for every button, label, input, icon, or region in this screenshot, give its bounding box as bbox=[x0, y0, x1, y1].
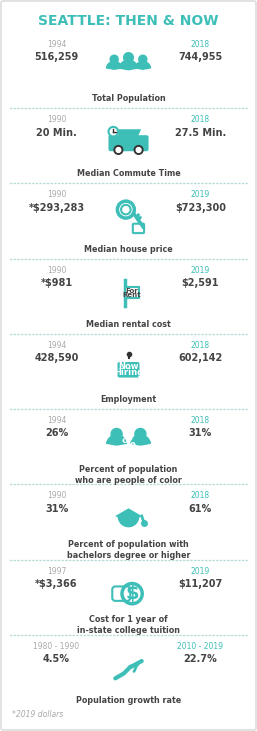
Text: Hiring: Hiring bbox=[114, 368, 143, 377]
Circle shape bbox=[135, 428, 146, 439]
Text: 61%: 61% bbox=[189, 504, 212, 514]
Text: 1990: 1990 bbox=[47, 491, 66, 500]
Text: 20 Min.: 20 Min. bbox=[36, 127, 77, 137]
Text: Median house price: Median house price bbox=[84, 245, 173, 254]
Text: Now: Now bbox=[118, 363, 139, 371]
Text: 2018: 2018 bbox=[191, 341, 210, 350]
Text: *$293,283: *$293,283 bbox=[29, 202, 85, 213]
Text: 1997: 1997 bbox=[47, 567, 66, 575]
Circle shape bbox=[110, 56, 118, 63]
Text: 516,259: 516,259 bbox=[34, 53, 79, 62]
Text: 1994: 1994 bbox=[47, 341, 66, 350]
Wedge shape bbox=[135, 61, 151, 69]
Text: 31%: 31% bbox=[189, 428, 212, 439]
Text: 602,142: 602,142 bbox=[178, 353, 223, 363]
Text: *2019 dollars: *2019 dollars bbox=[12, 710, 63, 719]
Text: $: $ bbox=[125, 584, 139, 603]
Text: 1980 - 1990: 1980 - 1990 bbox=[33, 642, 80, 651]
Circle shape bbox=[139, 56, 147, 63]
Text: SEATTLE: THEN & NOW: SEATTLE: THEN & NOW bbox=[38, 14, 219, 28]
Text: 2018: 2018 bbox=[191, 416, 210, 425]
Wedge shape bbox=[119, 60, 138, 69]
Text: 1994: 1994 bbox=[47, 40, 66, 49]
Text: 22.7%: 22.7% bbox=[183, 654, 217, 664]
Text: $723,300: $723,300 bbox=[175, 202, 226, 213]
Text: 1990: 1990 bbox=[47, 191, 66, 200]
Text: 2019: 2019 bbox=[191, 191, 210, 200]
Text: Total Population: Total Population bbox=[92, 94, 165, 103]
Wedge shape bbox=[106, 61, 122, 69]
Circle shape bbox=[134, 145, 143, 154]
Polygon shape bbox=[115, 508, 142, 523]
Text: Rent: Rent bbox=[123, 292, 141, 298]
Circle shape bbox=[124, 53, 133, 62]
Text: 428,590: 428,590 bbox=[34, 353, 79, 363]
Polygon shape bbox=[116, 129, 141, 137]
FancyBboxPatch shape bbox=[125, 287, 139, 298]
Text: For: For bbox=[125, 289, 138, 295]
Text: Median Commute Time: Median Commute Time bbox=[77, 170, 180, 178]
Wedge shape bbox=[107, 435, 126, 445]
Text: Cost for 1 year of
in-state college tuition: Cost for 1 year of in-state college tuit… bbox=[77, 616, 180, 635]
Text: Median rental cost: Median rental cost bbox=[86, 320, 171, 329]
Text: Population growth rate: Population growth rate bbox=[76, 696, 181, 705]
Text: *$981: *$981 bbox=[41, 278, 72, 288]
Text: %: % bbox=[122, 437, 135, 451]
Circle shape bbox=[136, 148, 141, 152]
Circle shape bbox=[108, 127, 118, 137]
Text: 2019: 2019 bbox=[191, 265, 210, 275]
FancyBboxPatch shape bbox=[117, 362, 140, 378]
Circle shape bbox=[116, 148, 121, 152]
Circle shape bbox=[111, 428, 122, 439]
Text: 26%: 26% bbox=[45, 428, 68, 439]
Text: 1994: 1994 bbox=[47, 416, 66, 425]
Text: Percent of population with
bachelors degree or higher: Percent of population with bachelors deg… bbox=[67, 540, 190, 560]
Text: 1990: 1990 bbox=[47, 265, 66, 275]
Text: $2,591: $2,591 bbox=[182, 278, 219, 288]
Text: 2010 - 2019: 2010 - 2019 bbox=[178, 642, 223, 651]
Text: Percent of population
who are people of color: Percent of population who are people of … bbox=[75, 465, 182, 485]
Text: 27.5 Min.: 27.5 Min. bbox=[175, 127, 226, 137]
Text: *$3,366: *$3,366 bbox=[35, 579, 78, 589]
Text: 2018: 2018 bbox=[191, 115, 210, 124]
Text: 1990: 1990 bbox=[47, 115, 66, 124]
Circle shape bbox=[114, 145, 123, 154]
Wedge shape bbox=[118, 517, 139, 527]
FancyBboxPatch shape bbox=[108, 135, 149, 151]
Text: 2018: 2018 bbox=[191, 40, 210, 49]
Wedge shape bbox=[131, 435, 150, 445]
Text: 31%: 31% bbox=[45, 504, 68, 514]
Text: Employment: Employment bbox=[100, 395, 157, 404]
Text: 4.5%: 4.5% bbox=[43, 654, 70, 664]
Text: 2018: 2018 bbox=[191, 491, 210, 500]
Text: 2019: 2019 bbox=[191, 567, 210, 575]
Text: $11,207: $11,207 bbox=[178, 579, 223, 589]
Text: 744,955: 744,955 bbox=[178, 53, 223, 62]
